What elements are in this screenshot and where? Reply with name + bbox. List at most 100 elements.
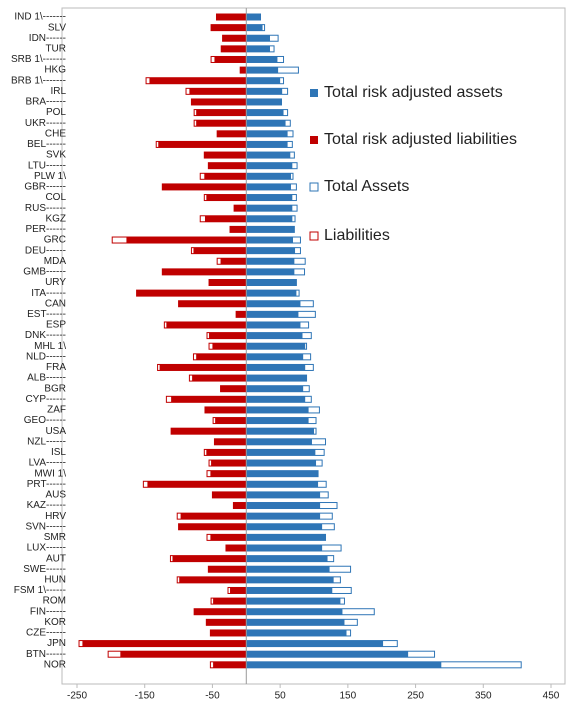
bar <box>230 226 247 233</box>
bar <box>196 120 247 127</box>
y-tick-label: ESP <box>46 320 66 331</box>
bar <box>246 332 303 339</box>
y-tick-label: ITA------ <box>31 288 66 299</box>
x-tick-label: 50 <box>275 691 287 702</box>
y-tick-label: PLW 1\ <box>34 171 66 182</box>
y-tick-label: SMR <box>44 532 66 543</box>
bar <box>246 449 316 456</box>
bar <box>246 215 293 222</box>
bar <box>246 88 283 95</box>
y-tick-label: KAZ------ <box>27 500 66 511</box>
y-tick-label: SLV <box>48 22 66 33</box>
y-tick-label: MWI 1\ <box>34 468 66 479</box>
bar <box>166 321 247 328</box>
y-tick-label: IRL <box>50 86 66 97</box>
bar <box>246 152 291 159</box>
bar <box>246 130 288 137</box>
x-tick-label: -250 <box>67 691 87 702</box>
y-tick-label: HRV <box>45 511 66 522</box>
bar <box>126 237 247 244</box>
y-tick-label: FIN------ <box>30 606 66 617</box>
y-tick-label: SVK <box>46 150 66 161</box>
x-tick-label: -150 <box>135 691 155 702</box>
y-tick-label: PER------ <box>25 224 66 235</box>
y-tick-label: GRC <box>44 235 66 246</box>
bar <box>246 45 270 52</box>
bar <box>246 385 304 392</box>
y-tick-label: MDA <box>44 256 67 267</box>
bar <box>246 67 279 74</box>
bar <box>246 24 263 31</box>
bar <box>246 598 341 605</box>
bar <box>178 300 247 307</box>
x-tick-label: 350 <box>475 691 492 702</box>
bar <box>120 651 247 658</box>
y-tick-label: AUS <box>45 490 66 501</box>
bar <box>233 502 247 509</box>
bar <box>212 491 247 498</box>
bar <box>246 534 326 541</box>
bar <box>236 311 247 318</box>
bar <box>196 353 247 360</box>
bar <box>246 555 328 562</box>
y-tick-label: IND 1\------- <box>14 12 66 23</box>
bar <box>246 481 319 488</box>
x-tick-label: 150 <box>340 691 357 702</box>
bar <box>246 460 317 467</box>
bar <box>191 98 247 105</box>
y-tick-label: SVN------ <box>25 521 66 532</box>
bar <box>171 396 247 403</box>
y-tick-label: HKG <box>44 65 66 76</box>
bar <box>210 534 247 541</box>
bar <box>246 56 278 63</box>
bar <box>246 226 295 233</box>
y-tick-label: NZL------ <box>27 436 66 447</box>
legend-label: Total risk adjusted assets <box>324 84 503 101</box>
bar <box>246 141 288 148</box>
y-tick-label: BRA------ <box>25 97 66 108</box>
y-tick-label: CYP------ <box>25 394 66 405</box>
y-tick-label: HUN <box>44 575 66 586</box>
y-tick-label: UKR------ <box>25 118 66 129</box>
y-tick-label: CZE------ <box>26 628 66 639</box>
y-tick-label: NOR <box>44 659 66 670</box>
bar <box>210 629 247 636</box>
bar <box>246 300 301 307</box>
legend-label: Liabilities <box>324 227 390 244</box>
y-tick-label: GMB------ <box>23 267 66 278</box>
bar <box>216 14 247 20</box>
bar <box>246 608 343 615</box>
y-tick-label: KGZ <box>45 213 66 224</box>
bar <box>206 449 247 456</box>
bar <box>246 587 333 594</box>
bar <box>246 545 323 551</box>
y-tick-label: IDN------ <box>29 33 66 44</box>
bar <box>246 651 409 658</box>
bar <box>246 162 293 169</box>
bar <box>136 290 247 297</box>
y-tick-label: LVA------ <box>29 458 66 469</box>
bar <box>246 279 297 286</box>
x-tick-label: 250 <box>407 691 424 702</box>
bar <box>246 194 293 201</box>
y-tick-label: CAN <box>45 298 66 309</box>
y-tick-label: ALB------ <box>27 373 66 384</box>
bar <box>246 523 323 530</box>
y-tick-label: KOR <box>44 617 66 628</box>
bar <box>246 428 314 435</box>
bar <box>189 88 247 95</box>
bar <box>206 619 247 626</box>
bar <box>206 194 247 201</box>
bar <box>246 321 301 328</box>
bar <box>204 152 247 159</box>
y-tick-label: CHE <box>45 128 66 139</box>
legend-swatch <box>310 89 318 97</box>
bar <box>246 470 319 477</box>
bar <box>246 619 345 626</box>
legend-swatch <box>309 231 319 241</box>
bar <box>246 375 307 382</box>
y-tick-label: DEU------ <box>25 245 66 256</box>
bar <box>246 417 309 424</box>
bar <box>246 576 334 583</box>
